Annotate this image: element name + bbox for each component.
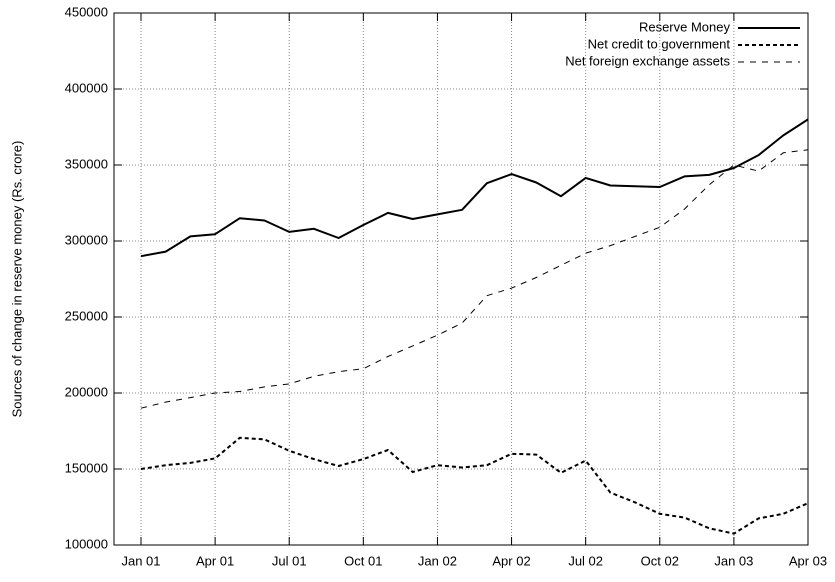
legend-label: Net foreign exchange assets	[565, 53, 730, 68]
x-tick-label: Jul 01	[272, 553, 307, 568]
x-tick-label: Jan 01	[121, 553, 160, 568]
y-tick-label: 250000	[65, 308, 108, 323]
y-axis-label: Sources of change in reserve money (Rs. …	[9, 141, 24, 418]
x-tick-label: Jan 03	[714, 553, 753, 568]
y-tick-label: 300000	[65, 232, 108, 247]
x-tick-label: Oct 02	[641, 553, 679, 568]
x-tick-label: Oct 01	[344, 553, 382, 568]
y-tick-label: 450000	[65, 4, 108, 19]
y-tick-label: 400000	[65, 80, 108, 95]
x-tick-label: Jul 02	[568, 553, 603, 568]
x-tick-label: Apr 02	[492, 553, 530, 568]
y-tick-label: 100000	[65, 536, 108, 551]
x-tick-label: Apr 01	[196, 553, 234, 568]
plot-frame	[113, 12, 809, 546]
series-line	[140, 149, 809, 409]
y-tick-label: 150000	[65, 460, 108, 475]
x-tick-label: Apr 03	[789, 553, 827, 568]
y-tick-label: 200000	[65, 384, 108, 399]
x-tick-label: Jan 02	[418, 553, 457, 568]
y-tick-label: 350000	[65, 156, 108, 171]
series-line	[140, 118, 809, 258]
legend-label: Reserve Money	[639, 19, 731, 34]
legend-label: Net credit to government	[588, 36, 731, 51]
series-line	[140, 436, 809, 535]
